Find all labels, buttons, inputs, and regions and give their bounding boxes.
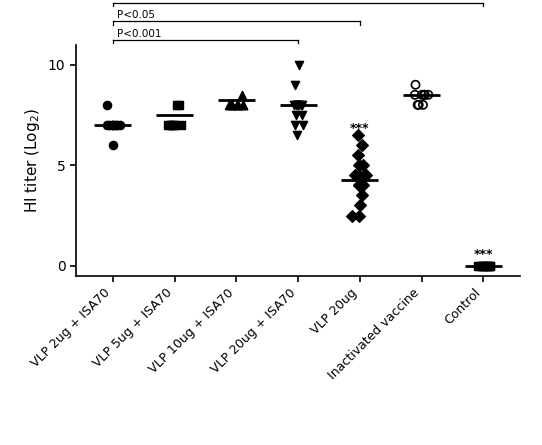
Point bbox=[173, 101, 182, 109]
Point bbox=[176, 121, 185, 129]
Point bbox=[233, 101, 241, 109]
Point bbox=[299, 121, 307, 129]
Point bbox=[233, 101, 241, 109]
Point bbox=[298, 111, 306, 118]
Point bbox=[358, 142, 366, 149]
Point bbox=[353, 131, 362, 138]
Point bbox=[175, 101, 184, 109]
Point bbox=[293, 101, 302, 109]
Point bbox=[354, 182, 363, 189]
Point bbox=[362, 172, 370, 179]
Point bbox=[291, 81, 300, 88]
Point bbox=[102, 121, 111, 129]
Point bbox=[289, 101, 298, 109]
Point bbox=[417, 91, 426, 98]
Point bbox=[238, 91, 247, 98]
Point bbox=[108, 121, 117, 129]
Point bbox=[170, 121, 178, 129]
Text: P<0.05: P<0.05 bbox=[118, 10, 156, 20]
Point bbox=[421, 91, 429, 98]
Point bbox=[164, 121, 172, 129]
Point bbox=[359, 162, 367, 169]
Point bbox=[109, 121, 118, 129]
Point bbox=[292, 111, 300, 118]
Point bbox=[228, 101, 237, 109]
Point bbox=[354, 182, 363, 189]
Point bbox=[115, 121, 124, 129]
Point bbox=[348, 212, 357, 219]
Point bbox=[353, 152, 362, 159]
Point bbox=[166, 121, 175, 129]
Point bbox=[113, 121, 121, 129]
Point bbox=[411, 91, 420, 98]
Point bbox=[291, 121, 299, 129]
Point bbox=[169, 121, 177, 129]
Point bbox=[108, 142, 117, 149]
Point bbox=[167, 121, 176, 129]
Text: ***: *** bbox=[350, 122, 370, 135]
Point bbox=[354, 212, 363, 219]
Point bbox=[354, 172, 363, 179]
Y-axis label: HI titer (Log$_2$): HI titer (Log$_2$) bbox=[23, 108, 42, 213]
Point bbox=[296, 101, 305, 109]
Point bbox=[474, 262, 482, 269]
Point bbox=[292, 101, 301, 109]
Point bbox=[108, 121, 117, 129]
Point bbox=[486, 262, 494, 269]
Point bbox=[479, 262, 487, 269]
Text: P<0.001: P<0.001 bbox=[118, 0, 162, 2]
Point bbox=[356, 202, 365, 209]
Point bbox=[486, 262, 494, 269]
Point bbox=[415, 101, 423, 109]
Point bbox=[298, 101, 306, 109]
Point bbox=[479, 262, 487, 269]
Point bbox=[294, 101, 302, 109]
Point bbox=[414, 101, 422, 109]
Point bbox=[358, 192, 366, 199]
Point bbox=[238, 101, 247, 109]
Point bbox=[293, 101, 302, 109]
Point bbox=[351, 172, 359, 179]
Point bbox=[482, 262, 491, 269]
Text: ***: *** bbox=[474, 248, 493, 261]
Point bbox=[238, 101, 247, 109]
Point bbox=[411, 81, 420, 88]
Point bbox=[420, 91, 429, 98]
Point bbox=[418, 101, 427, 109]
Point bbox=[234, 101, 242, 109]
Point bbox=[225, 101, 234, 109]
Point bbox=[227, 101, 235, 109]
Point bbox=[359, 182, 367, 189]
Point bbox=[293, 131, 302, 138]
Point bbox=[295, 61, 304, 68]
Point bbox=[102, 101, 111, 109]
Point bbox=[424, 91, 433, 98]
Point bbox=[476, 262, 485, 269]
Text: P<0.001: P<0.001 bbox=[118, 29, 162, 39]
Point bbox=[420, 91, 429, 98]
Point bbox=[105, 121, 114, 129]
Point bbox=[484, 262, 493, 269]
Point bbox=[484, 262, 493, 269]
Point bbox=[355, 162, 364, 169]
Point bbox=[112, 121, 120, 129]
Point bbox=[479, 262, 487, 269]
